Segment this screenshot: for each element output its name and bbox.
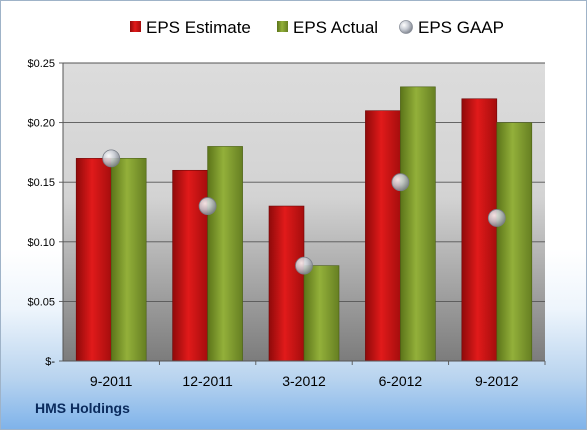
x-category-label: 9-2012 (475, 373, 519, 389)
bar-eps-actual (207, 146, 243, 362)
legend-marker-gaap (399, 20, 413, 34)
x-category-label: 12-2011 (182, 373, 233, 389)
legend-swatch-estimate (130, 21, 141, 32)
bar-eps-actual (400, 86, 436, 362)
bar-eps-estimate (365, 110, 401, 362)
gaap-points (102, 149, 506, 275)
y-tick-label: $0.20 (27, 118, 55, 130)
point-eps-gaap (102, 149, 121, 168)
y-tick-label: $0.10 (27, 237, 55, 249)
y-tick-label: $- (45, 356, 55, 368)
point-eps-gaap (487, 209, 506, 227)
bar-eps-actual (496, 122, 533, 362)
legend-swatch-actual (277, 21, 288, 32)
bar-eps-estimate (268, 205, 305, 362)
bar-eps-estimate (75, 158, 112, 362)
point-eps-gaap (198, 197, 217, 215)
point-eps-gaap (391, 173, 410, 192)
y-axis: $- $0.05 $0.10 $0.15 $0.20 $0.25 (27, 58, 64, 368)
x-category-label: 3-2012 (282, 373, 326, 389)
point-eps-gaap (295, 256, 313, 275)
legend-label-gaap: EPS GAAP (418, 18, 504, 37)
legend-label-actual: EPS Actual (293, 18, 378, 37)
legend: EPS Estimate EPS Actual EPS GAAP (130, 18, 504, 37)
legend-label-estimate: EPS Estimate (146, 18, 251, 37)
y-tick-label: $0.25 (27, 58, 55, 70)
y-tick-label: $0.15 (27, 177, 55, 189)
x-axis: 9-2011 12-2011 3-2012 6-2012 9-2012 (63, 360, 546, 389)
y-tick-label: $0.05 (27, 296, 55, 308)
bar-eps-actual (303, 265, 340, 362)
bars (75, 86, 533, 362)
bar-eps-estimate (461, 98, 498, 362)
x-category-label: 9-2011 (90, 373, 133, 389)
company-label: HMS Holdings (35, 400, 130, 416)
x-category-label: 6-2012 (379, 373, 423, 389)
bar-eps-actual (110, 158, 147, 362)
